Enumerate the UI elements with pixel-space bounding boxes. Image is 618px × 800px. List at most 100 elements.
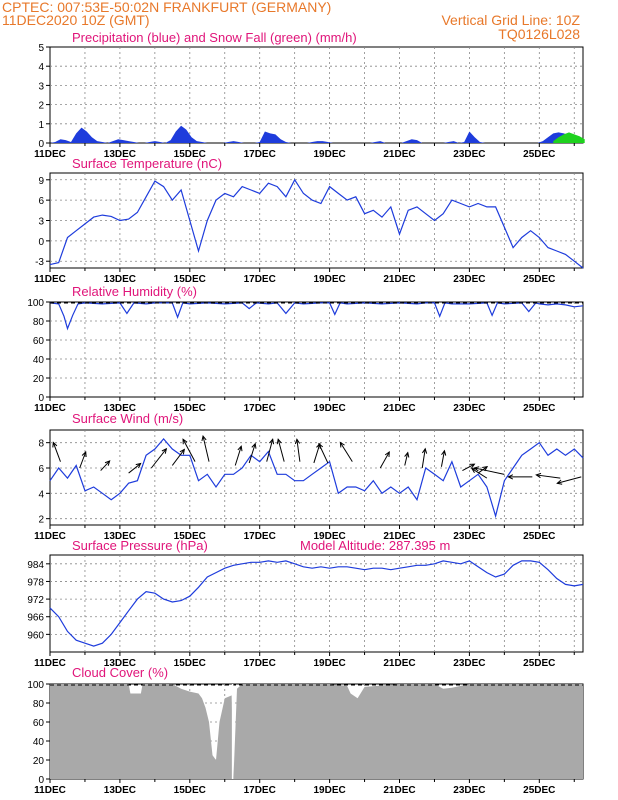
- wind-arrow: [440, 450, 445, 467]
- x-tick-label: 13DEC: [104, 531, 136, 542]
- wind-arrow-head: [421, 447, 428, 454]
- x-tick-label: 19DEC: [313, 785, 345, 796]
- y-tick-label: 100: [27, 680, 44, 691]
- x-tick-label: 11DEC: [34, 274, 66, 285]
- y-tick-label: 966: [27, 613, 44, 624]
- x-tick-label: 23DEC: [453, 274, 485, 285]
- y-tick-label: 978: [27, 577, 44, 588]
- y-tick-label: 4: [38, 489, 44, 500]
- x-tick-label: 23DEC: [453, 531, 485, 542]
- x-tick-label: 11DEC: [34, 531, 66, 542]
- wind-arrow: [266, 439, 274, 462]
- y-tick-label: 4: [38, 62, 44, 73]
- header-date: 11DEC2020 10Z (GMT): [2, 12, 150, 28]
- x-tick-label: 21DEC: [383, 403, 415, 414]
- y-tick-label: 0: [38, 237, 44, 248]
- wind-series-line: [49, 437, 584, 519]
- cloud-panel: 0 20 40 60 80 100 11DEC 13DEC 15DEC 17DEC 19DEC 21D…: [27, 665, 584, 796]
- x-tick-label: 19DEC: [313, 658, 345, 669]
- wind-arrow: [296, 439, 301, 462]
- x-tick-label: 21DEC: [383, 531, 415, 542]
- x-tick-label: 25DEC: [523, 531, 555, 542]
- x-tick-label: 17DEC: [244, 274, 276, 285]
- wind-arrow: [171, 449, 185, 466]
- cloud-title: Cloud Cover (%): [72, 665, 168, 680]
- wind-arrow: [421, 448, 426, 469]
- wind-arrow-head: [269, 438, 275, 445]
- wind-arrow: [100, 460, 111, 471]
- wind-arrow-head: [473, 466, 480, 472]
- header-model: TQ0126L028: [498, 26, 580, 42]
- wind-arrow: [404, 452, 409, 466]
- precipitation-area: [50, 125, 580, 143]
- x-tick-label: 15DEC: [174, 531, 206, 542]
- y-tick-label: 9: [38, 176, 44, 187]
- x-tick-label: 13DEC: [104, 149, 136, 160]
- y-tick-label: 960: [27, 630, 44, 641]
- x-tick-label: 19DEC: [313, 531, 345, 542]
- x-tick-label: 17DEC: [244, 403, 276, 414]
- wind-arrow-head: [179, 448, 186, 455]
- rh-title: Relative Humidity (%): [72, 284, 197, 299]
- wind-arrow-head: [182, 438, 188, 445]
- wind-arrow: [79, 451, 87, 469]
- x-tick-label: 11DEC: [34, 149, 66, 160]
- precip-panel: 0 1 2 3 4 5 11DEC 13DEC 15DEC 17DEC 19DEC 21DEC 23DE…: [34, 30, 585, 160]
- wind-arrow: [536, 474, 561, 479]
- y-tick-label: 8: [38, 439, 44, 450]
- y-tick-label: 60: [33, 718, 45, 729]
- y-tick-label: 6: [38, 464, 44, 475]
- wind-arrow-head: [556, 479, 563, 485]
- y-tick-label: 3: [38, 81, 44, 92]
- wind-arrow-head: [237, 445, 243, 452]
- header-line1: CPTEC: 007:53E-50:02N FRANKFURT (GERMANY…: [2, 0, 332, 15]
- x-tick-label: 13DEC: [104, 403, 136, 414]
- y-tick-label: 984: [27, 560, 44, 571]
- plot-frame: [49, 46, 584, 144]
- x-tick-label: 15DEC: [174, 785, 206, 796]
- wind-panel: 2 4 6 8 11DEC 13DEC 15DEC 17DEC 19DEC 21DEC 23DEC 2…: [34, 411, 584, 542]
- y-tick-label: 60: [33, 336, 45, 347]
- x-tick-label: 25DEC: [523, 403, 555, 414]
- y-tick-label: 40: [33, 355, 45, 366]
- pressure-title: Surface Pressure (hPa): [72, 538, 208, 553]
- x-tick-label: 21DEC: [383, 149, 415, 160]
- x-tick-label: 23DEC: [453, 658, 485, 669]
- wind-arrow: [474, 467, 505, 475]
- y-tick-label: 20: [33, 374, 45, 385]
- temp-series-line: [49, 178, 584, 269]
- plot-frame: [49, 301, 584, 398]
- x-tick-label: 19DEC: [313, 403, 345, 414]
- x-tick-label: 17DEC: [244, 531, 276, 542]
- wind-arrow-head: [404, 451, 410, 458]
- y-tick-label: 1: [38, 120, 44, 131]
- x-tick-label: 11DEC: [34, 658, 66, 669]
- wind-title: Surface Wind (m/s): [72, 411, 183, 426]
- plot-frame: [49, 554, 584, 653]
- wind-arrow: [318, 443, 329, 464]
- x-tick-label: 15DEC: [174, 403, 206, 414]
- wind-arrow: [182, 439, 196, 462]
- wind-arrow-head: [535, 472, 542, 479]
- x-tick-label: 15DEC: [174, 149, 206, 160]
- pressure-series-line: [49, 560, 584, 647]
- y-tick-label: 100: [27, 298, 44, 309]
- x-tick-label: 25DEC: [523, 149, 555, 160]
- wind-arrow: [248, 443, 256, 464]
- y-tick-label: 972: [27, 595, 44, 606]
- x-tick-label: 21DEC: [383, 658, 415, 669]
- x-tick-label: 25DEC: [523, 785, 555, 796]
- cloud-area: [50, 684, 583, 779]
- wind-arrow-head: [339, 441, 345, 448]
- x-tick-label: 25DEC: [523, 274, 555, 285]
- y-tick-label: 6: [38, 196, 44, 207]
- y-tick-label: 20: [33, 756, 45, 767]
- wind-arrow-head: [104, 460, 111, 466]
- y-tick-label: 0: [38, 393, 44, 404]
- wind-arrow-head: [276, 438, 282, 445]
- wind-arrow-head: [201, 434, 207, 442]
- wind-arrow: [52, 442, 61, 462]
- wind-arrow-head: [294, 438, 301, 445]
- wind-arrow-head: [251, 442, 257, 449]
- y-tick-label: 80: [33, 699, 45, 710]
